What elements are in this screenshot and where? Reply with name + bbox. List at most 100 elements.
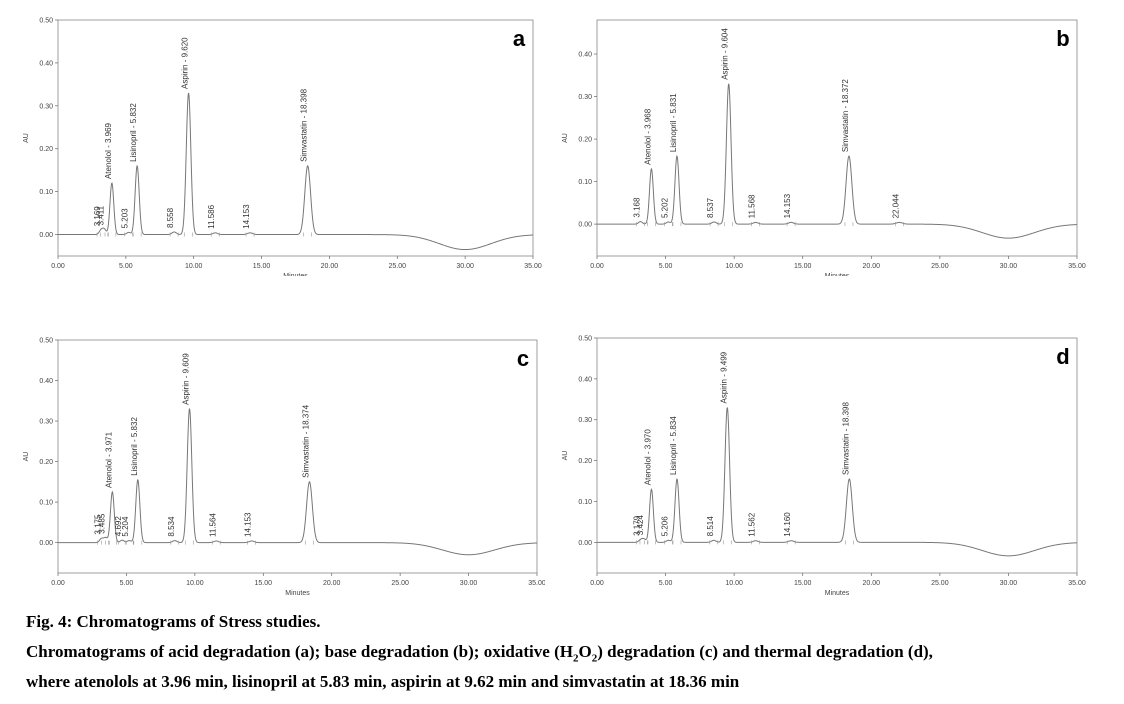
x-tick-label: 30.00 <box>460 580 478 587</box>
y-tick-label: 0.20 <box>578 458 592 465</box>
y-axis-label: AU <box>23 133 30 143</box>
peak-label: 14.160 <box>783 512 792 537</box>
peak-label: 3.168 <box>632 197 641 218</box>
x-tick-label: 35.00 <box>1068 580 1086 587</box>
x-tick-label: 10.00 <box>186 580 204 587</box>
plot-frame <box>596 337 1078 574</box>
peak-label: 5.202 <box>660 197 669 218</box>
y-tick-label: 0.00 <box>578 222 592 229</box>
chromatogram-trace <box>58 407 538 556</box>
y-axis-label: AU <box>23 452 30 462</box>
x-tick-label: 20.00 <box>323 580 341 587</box>
x-tick-label: 35.00 <box>528 580 545 587</box>
peak-label: Simvastatin - 18.372 <box>841 79 850 152</box>
caption-text-line2: where atenolols at 3.96 min, lisinopril … <box>26 672 740 691</box>
y-tick-label: 0.20 <box>39 459 53 466</box>
peak-label: 3.424 <box>636 515 645 536</box>
x-tick-label: 5.00 <box>119 263 133 270</box>
x-tick-label: 25.00 <box>389 263 407 270</box>
y-tick-label: 0.50 <box>39 338 53 345</box>
x-tick-label: 20.00 <box>321 263 339 270</box>
caption-sub2: 2 <box>591 652 598 665</box>
peak-label: Simvastatin - 18.398 <box>841 402 850 475</box>
y-tick-label: 0.30 <box>578 417 592 424</box>
peak-label: 11.568 <box>748 194 757 218</box>
chromatogram-a: 0.00 0.10 0.20 0.30 0.40 0.50 0.00 5.00 10.00 15.… <box>23 18 542 277</box>
x-tick-label: 5.00 <box>659 263 673 270</box>
y-tick-label: 0.00 <box>578 540 592 547</box>
x-axis-label: Minutes <box>825 590 850 597</box>
x-tick-label: 0.00 <box>51 263 65 270</box>
x-tick-label: 20.00 <box>863 580 881 587</box>
peak-label: 14.153 <box>783 193 792 218</box>
peak-label: 3.179 <box>633 515 642 536</box>
x-tick-label: 0.00 <box>590 263 604 270</box>
x-tick-label: 0.00 <box>590 580 604 587</box>
peak-label: 8.558 <box>166 207 175 228</box>
y-tick-label: 0.30 <box>39 103 53 110</box>
x-axis-label: Minutes <box>825 273 850 276</box>
y-tick-label: 0.40 <box>578 376 592 383</box>
y-tick-label: 0.30 <box>578 94 592 101</box>
x-tick-label: 30.00 <box>456 263 474 270</box>
x-tick-label: 5.00 <box>120 580 134 587</box>
peak-label: Atenolol - 3.970 <box>643 429 652 486</box>
peak-label: 5.203 <box>121 208 130 229</box>
x-tick-label: 35.00 <box>1068 263 1086 270</box>
plot-frame <box>57 19 534 257</box>
y-tick-label: 0.10 <box>578 499 592 506</box>
peak-label: Atenolol - 3.968 <box>643 108 652 165</box>
peak-label: Aspirin - 9.499 <box>719 351 728 403</box>
peak-label: 5.204 <box>121 516 130 537</box>
peak-label: 22.044 <box>891 193 900 218</box>
peak-label: 3.175 <box>93 514 102 535</box>
y-tick-label: 0.00 <box>39 232 53 239</box>
y-tick-label: 0.00 <box>39 540 53 547</box>
x-tick-label: 15.00 <box>255 580 273 587</box>
peak-label: Lisinopril - 5.832 <box>129 103 138 162</box>
x-tick-label: 0.00 <box>51 580 65 587</box>
figure-caption-line1: Chromatograms of acid degradation (a); b… <box>26 642 933 664</box>
peak-label: Aspirin - 9.609 <box>182 353 191 405</box>
y-tick-label: 0.50 <box>39 18 53 25</box>
chromatogram-trace <box>597 83 1078 239</box>
peak-label: Aspirin - 9.604 <box>721 28 730 80</box>
x-tick-label: 5.00 <box>659 580 673 587</box>
peak-label: Atenolol - 3.971 <box>104 431 113 488</box>
peak-label: Lisinopril - 5.834 <box>669 416 678 475</box>
peak-label: 14.153 <box>244 512 253 537</box>
peak-label: Atenolol - 3.969 <box>104 122 113 179</box>
peak-label: 8.534 <box>167 516 176 537</box>
y-tick-label: 0.20 <box>578 137 592 144</box>
peak-label: Lisinopril - 5.832 <box>130 417 139 476</box>
y-tick-label: 0.20 <box>39 146 53 153</box>
peak-label: 8.514 <box>706 516 715 537</box>
peak-label: Simvastatin - 18.398 <box>300 88 309 161</box>
y-tick-label: 0.40 <box>39 378 53 385</box>
peak-label: 11.586 <box>207 204 216 228</box>
x-tick-label: 15.00 <box>794 580 812 587</box>
caption-text-part3: ) degradation (c) and thermal degradatio… <box>597 642 933 661</box>
y-tick-label: 0.30 <box>39 419 53 426</box>
peak-label: Simvastatin - 18.374 <box>301 404 310 477</box>
x-tick-label: 10.00 <box>185 263 203 270</box>
peak-label: 11.562 <box>748 512 757 536</box>
caption-text-part2: O <box>578 642 592 661</box>
figure-title: Fig. 4: Chromatograms of Stress studies. <box>26 612 321 632</box>
peak-label: 4.692 <box>114 516 123 537</box>
caption-text-part1: Chromatograms of acid degradation (a); b… <box>26 642 573 661</box>
x-tick-label: 15.00 <box>253 263 271 270</box>
peak-label: Lisinopril - 5.831 <box>669 93 678 152</box>
x-tick-label: 15.00 <box>794 263 812 270</box>
x-tick-label: 35.00 <box>524 263 542 270</box>
chromatogram-c: 0.00 0.10 0.20 0.30 0.40 0.50 0.00 5.00 10.00 15.… <box>23 338 545 598</box>
chromatogram-d: 0.00 0.10 0.20 0.30 0.40 0.50 0.00 5.00 10.00 15.… <box>562 336 1086 598</box>
peak-label: 3.485 <box>98 513 107 534</box>
x-tick-label: 25.00 <box>391 580 409 587</box>
figure-caption-line2: where atenolols at 3.96 min, lisinopril … <box>26 672 739 692</box>
y-tick-label: 0.40 <box>39 60 53 67</box>
x-axis-label: Minutes <box>283 273 308 276</box>
x-tick-label: 20.00 <box>863 263 881 270</box>
caption-sub1: 2 <box>572 652 579 665</box>
plot-frame <box>596 19 1078 257</box>
